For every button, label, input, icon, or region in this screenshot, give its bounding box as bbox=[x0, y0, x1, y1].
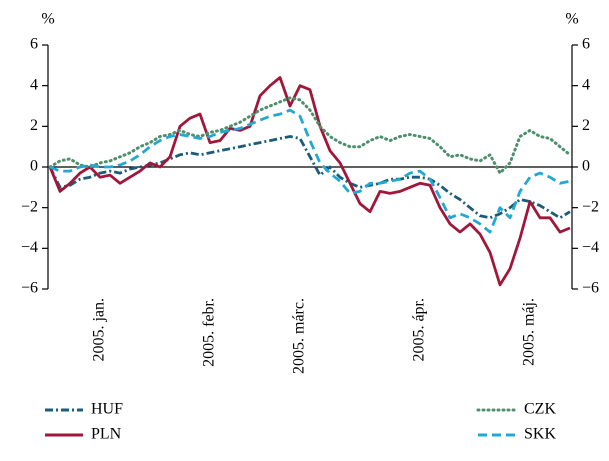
y-tick-label: 0 bbox=[30, 158, 38, 175]
legend-label: CZK bbox=[524, 401, 556, 418]
legend-label: PLN bbox=[91, 426, 122, 443]
x-tick-label: 2005. ápr. bbox=[411, 298, 428, 362]
legend-label: SKK bbox=[524, 426, 556, 443]
legend-label: HUF bbox=[91, 401, 123, 418]
y2-axis-label: % bbox=[565, 11, 578, 28]
x-tick-label: 2005. jan. bbox=[91, 298, 108, 362]
y2-tick-label: 0 bbox=[582, 158, 590, 175]
x-tick-label: 2005. márc. bbox=[291, 298, 308, 374]
y2-tick-label: 2 bbox=[582, 117, 590, 134]
series-line bbox=[48, 96, 572, 175]
y2-tick-label: 4 bbox=[582, 76, 590, 93]
y2-tick-label: 6 bbox=[582, 36, 590, 53]
series-line bbox=[48, 135, 571, 220]
x-tick-label: 2005. febr. bbox=[201, 298, 218, 367]
y-tick-label: 6 bbox=[30, 36, 38, 53]
y2-tick-label: −6 bbox=[582, 280, 599, 297]
y-tick-label: −2 bbox=[21, 198, 38, 215]
y-axis-label: % bbox=[41, 11, 54, 28]
series-line bbox=[49, 108, 571, 234]
y-tick-label: −4 bbox=[21, 239, 38, 256]
y-tick-label: −6 bbox=[21, 280, 38, 297]
y-tick-label: 4 bbox=[30, 76, 38, 93]
y2-tick-label: −4 bbox=[582, 239, 599, 256]
y2-tick-label: −2 bbox=[582, 198, 599, 215]
y-tick-label: 2 bbox=[30, 117, 38, 134]
x-tick-label: 2005. máj. bbox=[521, 298, 538, 366]
series-line bbox=[48, 76, 571, 287]
